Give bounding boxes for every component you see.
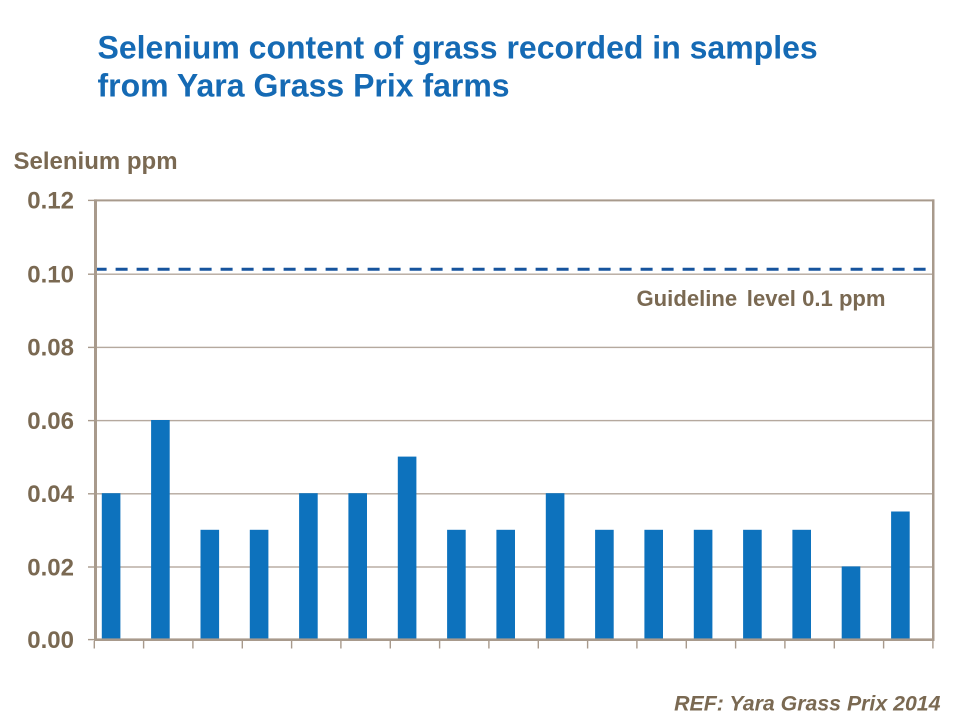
svg-text:0.06: 0.06 (27, 408, 74, 435)
svg-text:0.12: 0.12 (27, 188, 74, 215)
svg-text:Guideline level 0.1 ppm: Guideline level 0.1 ppm (637, 286, 886, 311)
svg-text:0.00: 0.00 (27, 627, 74, 654)
svg-text:REF: Yara Grass Prix 2014: REF: Yara Grass Prix 2014 (674, 691, 941, 715)
svg-text:Selenium ppm: Selenium ppm (14, 148, 178, 175)
svg-text:0.02: 0.02 (27, 554, 74, 581)
svg-text:0.08: 0.08 (27, 335, 74, 362)
svg-text:from Yara Grass Prix farms: from Yara Grass Prix farms (98, 67, 510, 103)
svg-text:0.10: 0.10 (27, 262, 74, 289)
svg-text:Selenium content of grass reco: Selenium content of grass recorded in sa… (98, 30, 818, 66)
svg-text:0.04: 0.04 (27, 481, 74, 508)
